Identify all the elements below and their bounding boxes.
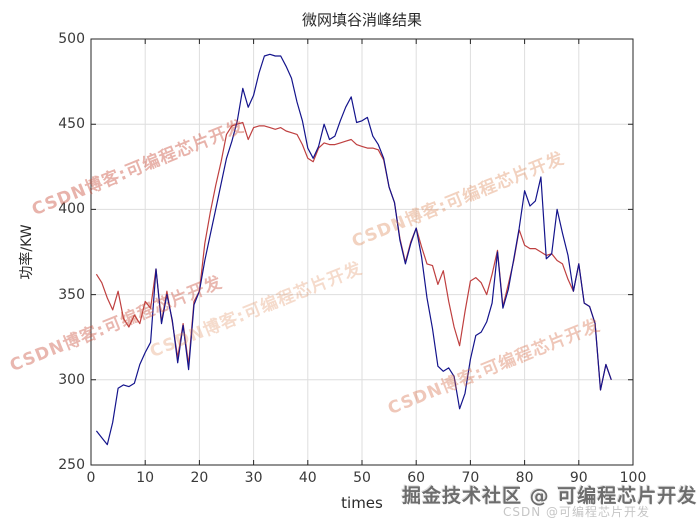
x-tick-label: 80 xyxy=(515,470,534,486)
y-tick-label: 450 xyxy=(58,116,85,133)
x-tick-label: 70 xyxy=(461,470,480,486)
x-tick-label: 100 xyxy=(619,470,647,486)
y-tick-label: 500 xyxy=(58,31,85,47)
chart-title: 微网填谷消峰结果 xyxy=(301,11,423,29)
y-tick-label: 350 xyxy=(58,286,85,303)
x-tick-label: 90 xyxy=(569,470,588,486)
x-tick-label: 10 xyxy=(136,470,155,486)
x-tick-label: 0 xyxy=(86,470,96,486)
original-load-curve xyxy=(95,53,612,446)
x-tick-label: 40 xyxy=(298,470,317,486)
y-tick-label: 300 xyxy=(58,371,85,388)
axes-box xyxy=(90,38,634,466)
csdn-watermark: CSDN @可编程芯片开发 xyxy=(503,505,651,519)
x-tick-label: 50 xyxy=(353,470,371,486)
x-tick-label: 20 xyxy=(190,470,209,486)
y-tick-label: 400 xyxy=(58,201,85,218)
juejin-watermark: 掘金技术社区 @ 可编程芯片开发 xyxy=(402,485,698,507)
y-tick-label: 250 xyxy=(58,457,85,473)
x-tick-label: 60 xyxy=(407,470,426,486)
x-tick-label: 30 xyxy=(244,470,263,486)
optimized-load-curve xyxy=(95,121,612,391)
x-axis-label: times xyxy=(341,494,383,512)
y-axis-label: 功率/KW xyxy=(19,224,35,280)
